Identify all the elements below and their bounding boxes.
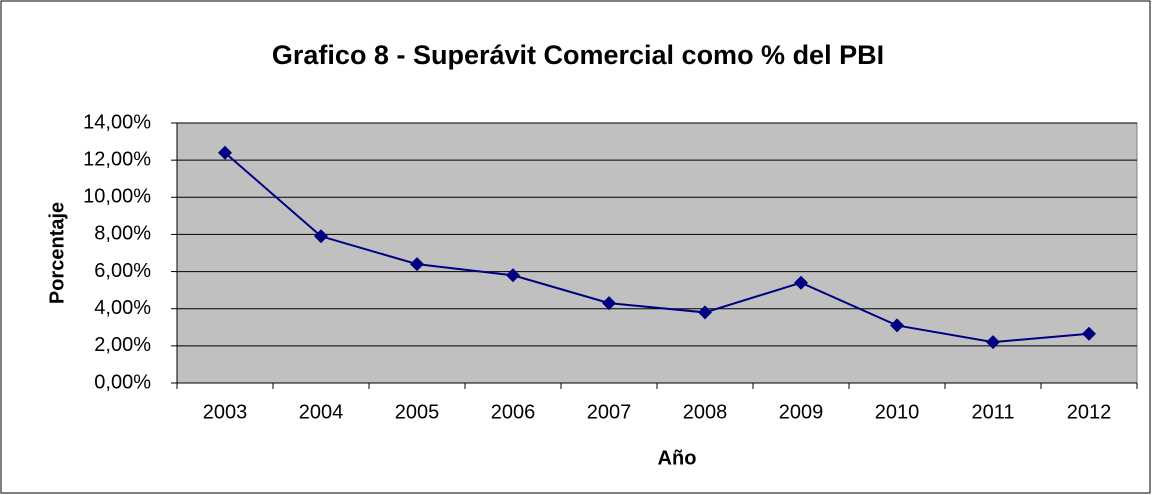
marker — [890, 318, 904, 333]
x-tick-label: 2005 — [395, 401, 440, 423]
y-tick-label: 12,00% — [83, 148, 151, 170]
x-tick-label: 2008 — [683, 401, 728, 423]
y-tick-label: 10,00% — [83, 186, 151, 208]
y-tick-label: 2,00% — [94, 334, 151, 356]
marker — [602, 296, 616, 311]
x-tick-label: 2003 — [203, 401, 248, 423]
chart-title: Grafico 8 - Superávit Comercial como % d… — [272, 40, 884, 70]
series-line — [224, 151, 1090, 344]
y-tick-label: 6,00% — [94, 260, 151, 282]
x-tick-label: 2010 — [875, 401, 920, 423]
marker — [410, 257, 424, 272]
x-axis-label: Año — [658, 447, 697, 469]
x-tick-label: 2012 — [1067, 401, 1112, 423]
y-axis-label: Porcentaje — [46, 202, 68, 304]
marker — [314, 229, 328, 244]
x-tick-label: 2011 — [971, 401, 1014, 423]
marker — [794, 275, 808, 290]
marker — [218, 145, 232, 160]
y-tick-label: 4,00% — [94, 297, 151, 319]
marker — [506, 268, 520, 283]
x-tick-label: 2004 — [299, 401, 344, 423]
x-tick-label: 2009 — [779, 401, 824, 423]
marker — [698, 305, 712, 320]
y-tick-label: 14,00% — [83, 111, 151, 133]
y-tick-label: 0,00% — [94, 371, 151, 393]
x-tick-label: 2006 — [491, 401, 536, 423]
x-tick-label: 2007 — [587, 401, 632, 423]
marker — [986, 335, 1000, 350]
y-tick-label: 8,00% — [94, 223, 151, 245]
marker — [1082, 326, 1096, 341]
